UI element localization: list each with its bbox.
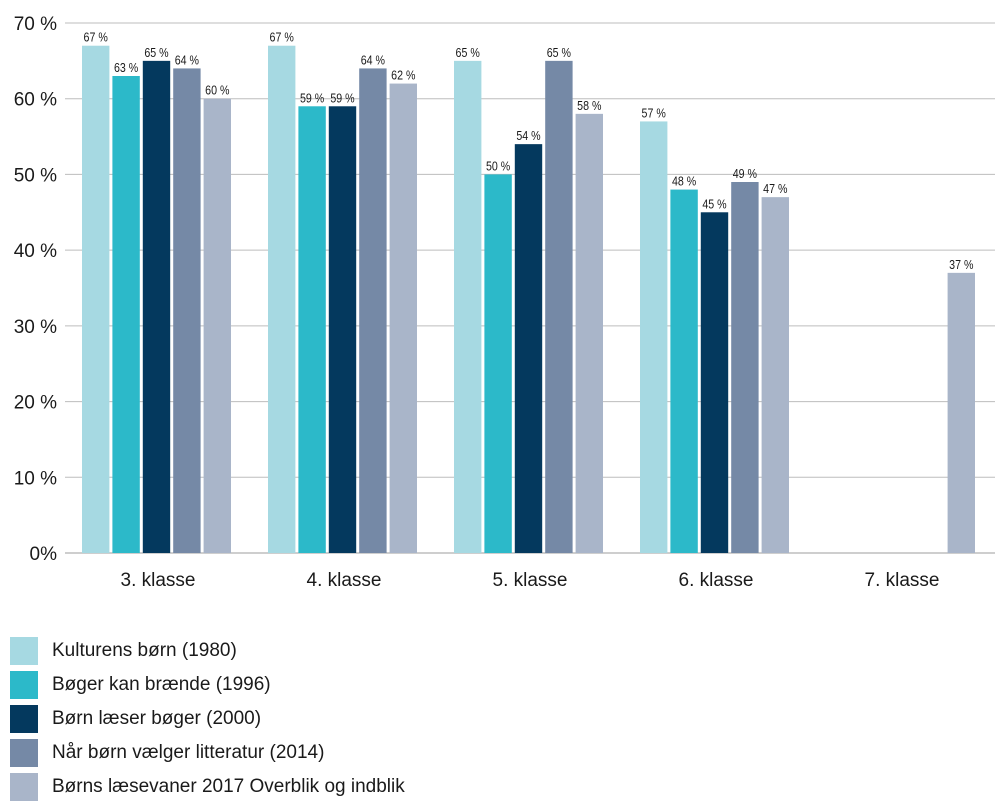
bar xyxy=(484,174,512,553)
x-category-label: 5. klasse xyxy=(493,570,568,591)
data-label: 48 % xyxy=(672,174,697,189)
data-label: 47 % xyxy=(763,181,788,196)
legend-item: Når børn vælger litteratur (2014) xyxy=(10,736,405,770)
y-tick-label: 20 % xyxy=(14,393,57,414)
bar xyxy=(575,113,603,553)
y-tick-label: 60 % xyxy=(14,90,57,111)
legend-label: Bøger kan brænde (1996) xyxy=(52,674,271,695)
data-label: 58 % xyxy=(577,98,602,113)
legend-swatch xyxy=(10,671,38,699)
bar xyxy=(298,106,326,554)
bar xyxy=(670,189,698,554)
bar xyxy=(731,182,759,553)
bar xyxy=(545,60,573,553)
bar xyxy=(359,68,387,553)
data-label: 54 % xyxy=(516,128,541,143)
data-labels: 67 % 63 % 65 % 64 % 60 % 67 % 59 % 59 % 64 % 62 %… xyxy=(84,30,974,272)
data-label: 59 % xyxy=(330,90,355,105)
data-label: 50 % xyxy=(486,158,511,173)
bar xyxy=(112,76,140,553)
legend-item: Bøger kan brænde (1996) xyxy=(10,668,405,702)
data-label: 64 % xyxy=(361,52,386,67)
legend-swatch xyxy=(10,705,38,733)
legend-label: Kulturens børn (1980) xyxy=(52,640,237,661)
x-axis-categories: 3. klasse 4. klasse 5. klasse 6. klasse 7. k… xyxy=(121,570,940,591)
x-category-label: 3. klasse xyxy=(121,570,196,591)
legend-label: Børn læser bøger (2000) xyxy=(52,708,262,729)
x-category-label: 7. klasse xyxy=(865,570,940,591)
data-label: 62 % xyxy=(391,68,416,83)
y-tick-label: 10 % xyxy=(14,468,57,489)
bar xyxy=(454,60,482,553)
legend-label: Når børn vælger litteratur (2014) xyxy=(52,742,325,763)
bar xyxy=(389,83,417,554)
legend: Kulturens børn (1980) Bøger kan brænde (1… xyxy=(10,634,405,804)
bar xyxy=(947,272,975,553)
bar-chart: 0%10 %20 %30 %40 %50 %60 %70 % 67 %63 %6… xyxy=(14,14,995,591)
data-label: 67 % xyxy=(270,30,295,45)
data-label: 64 % xyxy=(175,52,200,67)
bar xyxy=(268,45,296,553)
y-axis-ticks: 0% 10 % 20 % 30 % 40 % 50 % 60 % 70 % xyxy=(14,14,57,565)
data-label: 49 % xyxy=(733,166,758,181)
bar xyxy=(761,197,789,553)
data-label: 59 % xyxy=(300,90,325,105)
bar xyxy=(203,98,231,553)
bar xyxy=(82,45,110,553)
x-category-label: 6. klasse xyxy=(679,570,754,591)
bar xyxy=(700,212,729,554)
bar xyxy=(142,60,171,553)
y-tick-label: 30 % xyxy=(14,317,57,338)
data-label: 37 % xyxy=(949,257,974,272)
y-tick-label: 50 % xyxy=(14,165,57,186)
x-category-label: 4. klasse xyxy=(307,570,382,591)
y-tick-label: 0% xyxy=(30,544,58,565)
data-label: 63 % xyxy=(114,60,139,75)
data-label: 65 % xyxy=(547,45,572,60)
legend-label: Børns læsevaner 2017 Overblik og indblik xyxy=(52,776,405,797)
bar xyxy=(328,106,357,554)
y-tick-label: 40 % xyxy=(14,241,57,262)
data-label: 65 % xyxy=(144,45,169,60)
legend-item: Børn læser bøger (2000) xyxy=(10,702,405,736)
legend-item: Kulturens børn (1980) xyxy=(10,634,405,668)
legend-swatch xyxy=(10,773,38,801)
legend-swatch xyxy=(10,637,38,665)
data-label: 45 % xyxy=(702,196,727,211)
bar xyxy=(173,68,201,553)
bar xyxy=(640,121,668,553)
data-label: 67 % xyxy=(84,30,109,45)
data-label: 65 % xyxy=(456,45,481,60)
data-label: 60 % xyxy=(205,83,230,98)
legend-item: Børns læsevaner 2017 Overblik og indblik xyxy=(10,770,405,804)
data-label: 57 % xyxy=(642,105,667,120)
legend-swatch xyxy=(10,739,38,767)
bars xyxy=(82,45,975,554)
y-tick-label: 70 % xyxy=(14,14,57,35)
bar xyxy=(514,144,543,553)
